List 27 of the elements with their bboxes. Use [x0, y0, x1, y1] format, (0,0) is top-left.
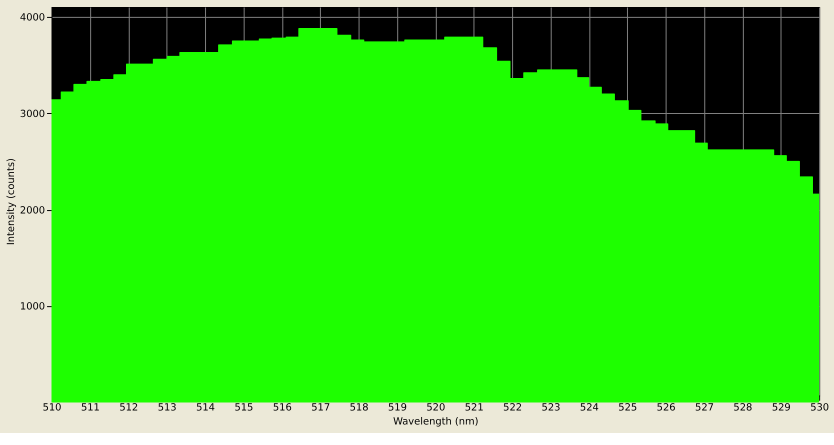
x-tick-label: 513	[158, 402, 177, 414]
y-axis-title: Intensity (counts)	[6, 158, 17, 246]
y-tick-label: 3000	[20, 108, 46, 120]
x-tick-label: 517	[311, 402, 330, 414]
x-tick-label: 518	[350, 402, 368, 414]
x-tick-label: 515	[234, 402, 254, 414]
x-tick-label: 530	[810, 402, 830, 414]
x-tick-label: 512	[119, 402, 138, 414]
x-axis-title: Wavelength (nm)	[393, 416, 479, 428]
x-tick-label: 511	[80, 402, 100, 414]
x-tick-label: 519	[388, 402, 407, 414]
x-tick-label: 516	[272, 402, 292, 414]
x-tick-label: 525	[618, 402, 638, 414]
x-tick-label: 524	[580, 402, 599, 414]
x-tick-label: 522	[503, 402, 522, 414]
x-tick-label: 520	[426, 402, 446, 414]
x-tick-label: 523	[542, 402, 560, 414]
x-tick-label: 529	[772, 402, 791, 414]
x-tick-label: 510	[42, 402, 62, 414]
x-tick-label: 514	[196, 402, 215, 414]
y-tick-label: 2000	[20, 205, 46, 216]
x-tick-label: 521	[464, 402, 484, 414]
x-tick-label: 526	[656, 402, 676, 414]
y-tick-label: 1000	[20, 302, 46, 313]
x-tick-label: 527	[695, 402, 714, 414]
y-tick-label: 4000	[20, 12, 46, 24]
x-tick-label: 528	[733, 402, 752, 414]
